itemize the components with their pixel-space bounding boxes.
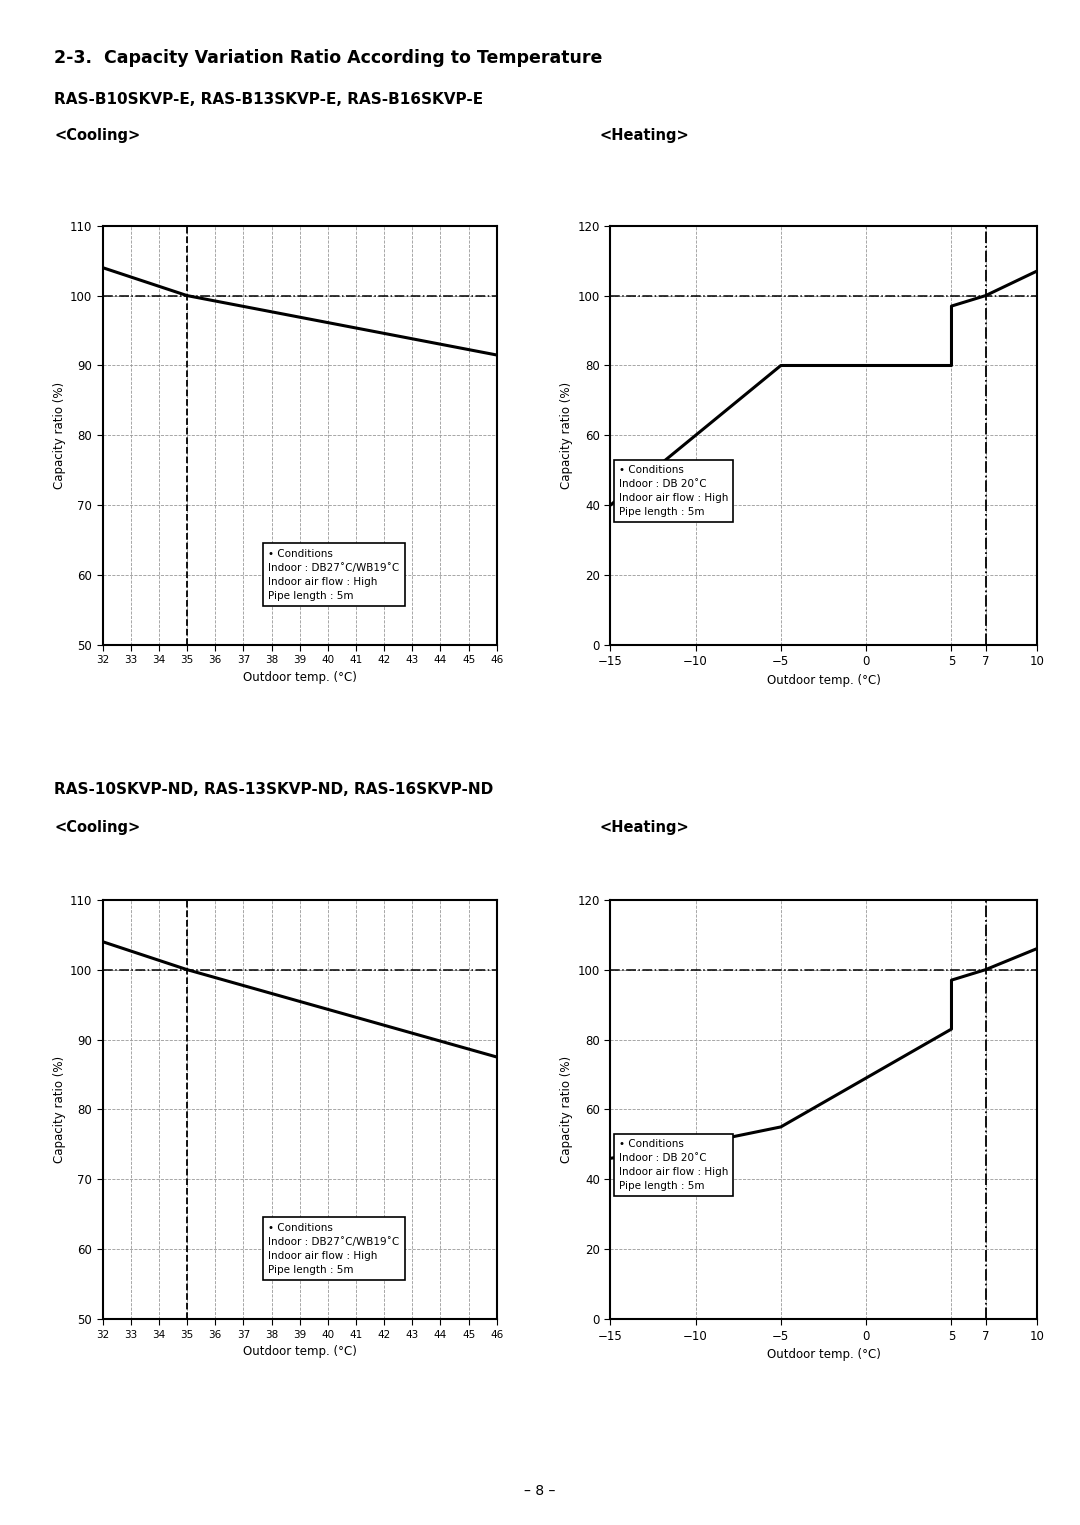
Text: • Conditions
Indoor : DB27˚C/WB19˚C
Indoor air flow : High
Pipe length : 5m: • Conditions Indoor : DB27˚C/WB19˚C Indo… [268, 1223, 400, 1275]
Y-axis label: Capacity ratio (%): Capacity ratio (%) [53, 1055, 66, 1164]
Text: 2-3.  Capacity Variation Ratio According to Temperature: 2-3. Capacity Variation Ratio According … [54, 49, 603, 67]
Text: RAS-10SKVP-ND, RAS-13SKVP-ND, RAS-16SKVP-ND: RAS-10SKVP-ND, RAS-13SKVP-ND, RAS-16SKVP… [54, 782, 494, 798]
Text: RAS-B10SKVP-E, RAS-B13SKVP-E, RAS-B16SKVP-E: RAS-B10SKVP-E, RAS-B13SKVP-E, RAS-B16SKV… [54, 92, 483, 107]
Y-axis label: Capacity ratio (%): Capacity ratio (%) [561, 1055, 573, 1164]
X-axis label: Outdoor temp. (°C): Outdoor temp. (°C) [767, 674, 880, 688]
X-axis label: Outdoor temp. (°C): Outdoor temp. (°C) [243, 1345, 356, 1359]
Text: • Conditions
Indoor : DB 20˚C
Indoor air flow : High
Pipe length : 5m: • Conditions Indoor : DB 20˚C Indoor air… [619, 465, 728, 517]
Text: <Cooling>: <Cooling> [54, 820, 140, 836]
Text: • Conditions
Indoor : DB 20˚C
Indoor air flow : High
Pipe length : 5m: • Conditions Indoor : DB 20˚C Indoor air… [619, 1139, 728, 1191]
Y-axis label: Capacity ratio (%): Capacity ratio (%) [561, 381, 573, 490]
X-axis label: Outdoor temp. (°C): Outdoor temp. (°C) [243, 671, 356, 685]
Text: <Heating>: <Heating> [599, 128, 689, 143]
Y-axis label: Capacity ratio (%): Capacity ratio (%) [53, 381, 66, 490]
Text: <Heating>: <Heating> [599, 820, 689, 836]
Text: • Conditions
Indoor : DB27˚C/WB19˚C
Indoor air flow : High
Pipe length : 5m: • Conditions Indoor : DB27˚C/WB19˚C Indo… [268, 549, 400, 601]
Text: <Cooling>: <Cooling> [54, 128, 140, 143]
Text: – 8 –: – 8 – [524, 1484, 556, 1498]
X-axis label: Outdoor temp. (°C): Outdoor temp. (°C) [767, 1348, 880, 1362]
